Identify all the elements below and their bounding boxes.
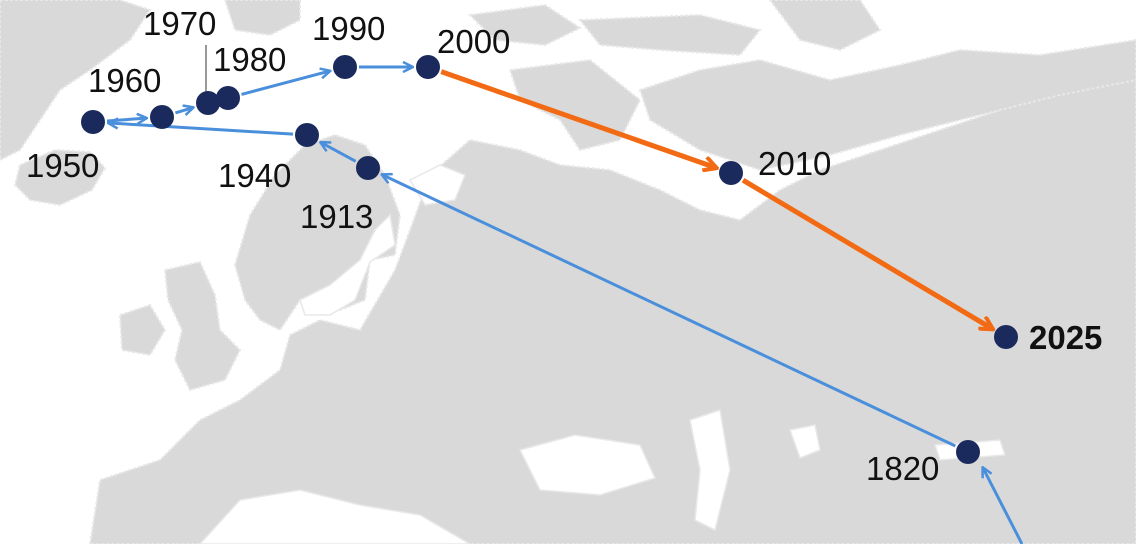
path-segment-1960-to-1970	[174, 108, 192, 113]
franz-josef-land	[467, 3, 583, 47]
year-label-1970: 1970	[143, 5, 216, 42]
path-segment-1980-to-1990	[241, 71, 330, 96]
ireland-landmass	[118, 303, 167, 357]
path-segment-2010-to-2025	[741, 178, 992, 329]
path-segment-2000-to-2010	[440, 69, 716, 168]
pole-point-1980	[216, 86, 240, 110]
black-sea	[518, 434, 657, 496]
year-label-1960: 1960	[88, 62, 161, 99]
pole-point-1960	[150, 105, 174, 129]
pole-point-1820	[956, 440, 980, 464]
svalbard-landmass	[223, 0, 301, 37]
year-label-1980: 1980	[213, 41, 286, 78]
path-segment-1913-to-1940	[321, 143, 357, 163]
year-label-2000: 2000	[437, 23, 510, 60]
year-label-1820: 1820	[866, 450, 939, 487]
year-label-2010: 2010	[758, 145, 831, 182]
baltic-sea	[299, 213, 396, 316]
pole-point-1990	[333, 55, 357, 79]
year-label-1950: 1950	[26, 147, 99, 184]
northern-siberia	[638, 38, 1136, 172]
pole-path-layer	[106, 45, 1024, 544]
iceland-landmass	[13, 148, 107, 207]
arctic-islands-north	[577, 13, 762, 57]
pole-point-2000	[416, 55, 440, 79]
pole-point-2025	[994, 325, 1018, 349]
year-label-1990: 1990	[312, 10, 385, 47]
path-segment-1820-to-1913	[382, 175, 956, 448]
pole-point-1913	[356, 156, 380, 180]
path-segment-1950-to-1960	[106, 118, 146, 121]
year-label-1940: 1940	[218, 157, 291, 194]
pole-point-1940	[295, 123, 319, 147]
severnaya-zemlya	[768, 0, 882, 52]
caspian-sea	[689, 409, 731, 532]
path-segment-incoming-1820	[983, 468, 1024, 544]
eurasia-mainland	[88, 68, 1136, 544]
aral-sea	[789, 424, 821, 459]
greenland-landmass	[0, 0, 152, 162]
year-label-1913: 1913	[300, 198, 373, 235]
great-britain-landmass	[163, 260, 242, 392]
pole-point-layer	[81, 55, 1018, 464]
mediterranean-sea	[198, 489, 472, 544]
pole-point-1950	[81, 110, 105, 134]
pole-point-2010	[719, 161, 743, 185]
year-label-2025: 2025	[1029, 319, 1102, 356]
pole-point-1970	[196, 91, 220, 115]
